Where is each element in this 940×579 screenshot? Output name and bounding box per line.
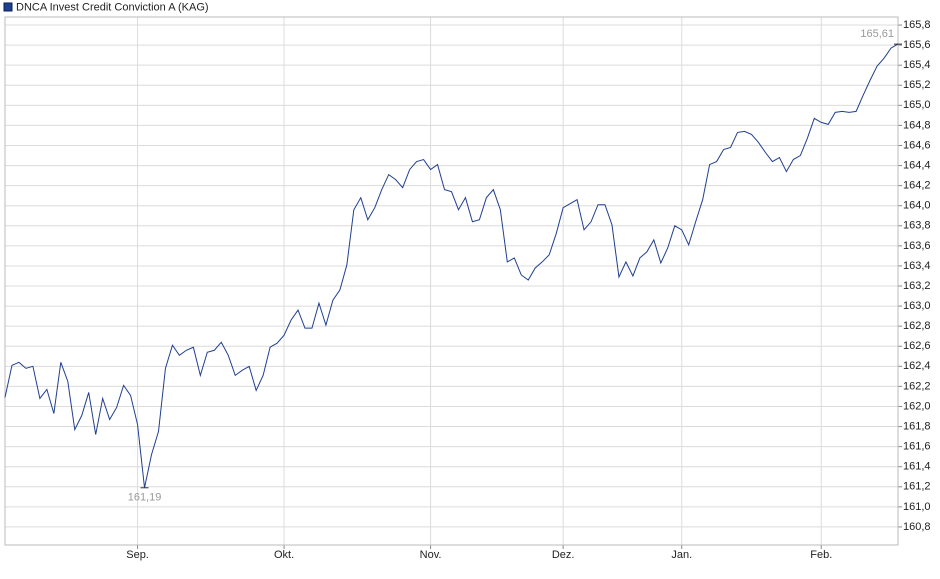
y-tick-label: 163,8: [903, 220, 931, 232]
plot-frame: [4, 16, 899, 546]
y-tick-label: 164,6: [903, 139, 931, 151]
y-tick-label: 163,4: [903, 260, 931, 272]
y-tick-label: 161,0: [903, 501, 931, 513]
legend-label: DNCA Invest Credit Conviction A (KAG): [16, 1, 209, 13]
y-tick-label: 163,2: [903, 280, 931, 292]
value-label: 165,61: [860, 28, 894, 40]
y-tick-label: 164,4: [903, 159, 931, 171]
x-tick-label: Sep.: [126, 549, 149, 561]
y-tick-label: 162,2: [903, 380, 931, 392]
y-tick-label: 165,0: [903, 99, 931, 111]
y-tick-label: 165,2: [903, 79, 931, 91]
y-tick-label: 165,6: [903, 39, 931, 51]
y-tick-label: 161,6: [903, 441, 931, 453]
x-tick-label: Nov.: [420, 549, 442, 561]
y-tick-label: 162,0: [903, 400, 931, 412]
y-tick-label: 160,8: [903, 521, 931, 533]
y-tick-label: 165,8: [903, 19, 931, 31]
y-tick-label: 162,8: [903, 320, 931, 332]
legend-swatch: [3, 2, 13, 12]
y-tick-label: 161,2: [903, 481, 931, 493]
y-tick-label: 165,4: [903, 59, 931, 71]
line: [4, 43, 899, 488]
x-tick-label: Feb.: [810, 549, 832, 561]
y-tick-label: 162,4: [903, 360, 931, 372]
y-tick-label: 161,8: [903, 420, 931, 432]
x-tick-label: Okt.: [274, 549, 294, 561]
y-tick-label: 161,4: [903, 461, 931, 473]
x-tick-label: Dez.: [552, 549, 575, 561]
y-tick-label: 163,6: [903, 240, 931, 252]
y-tick-label: 164,8: [903, 119, 931, 131]
y-tick-label: 163,0: [903, 300, 931, 312]
value-label: 161,19: [128, 492, 162, 504]
y-tick-label: 164,2: [903, 180, 931, 192]
y-tick-label: 164,0: [903, 200, 931, 212]
y-tick-label: 162,6: [903, 340, 931, 352]
x-tick-label: Jan.: [671, 549, 692, 561]
